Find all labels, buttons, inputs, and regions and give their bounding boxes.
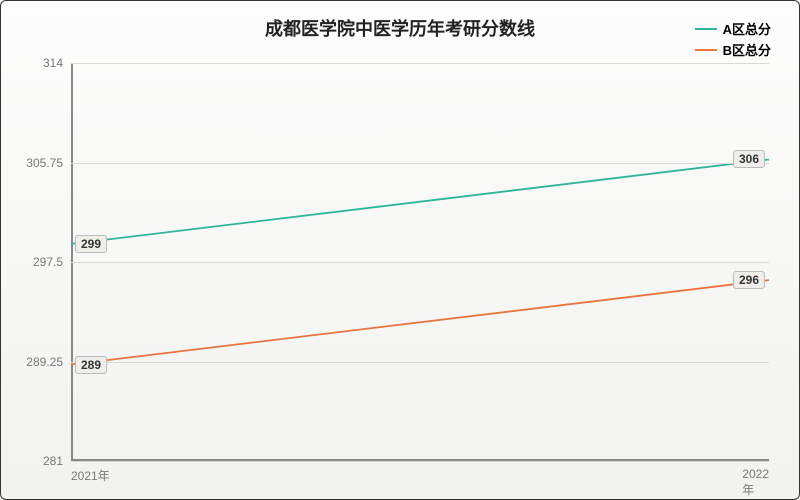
point-label: 289	[75, 356, 107, 374]
legend-item-a: A区总分	[695, 19, 771, 38]
y-tick-label: 305.75	[26, 156, 63, 170]
grid-line	[71, 262, 769, 263]
series-line	[71, 280, 769, 364]
legend-item-b: B区总分	[695, 40, 771, 59]
legend-swatch-a	[695, 28, 717, 30]
grid-line	[71, 63, 769, 64]
point-label: 299	[75, 235, 107, 253]
y-tick-label: 289.25	[26, 355, 63, 369]
point-label: 306	[733, 150, 765, 168]
chart-title: 成都医学院中医学历年考研分数线	[1, 15, 799, 41]
x-tick-label: 2022年	[742, 467, 769, 498]
grid-line	[71, 163, 769, 164]
plot-area: 281289.25297.5305.753142021年2022年2993062…	[71, 63, 769, 461]
point-label: 296	[733, 271, 765, 289]
legend-label-b: B区总分	[723, 40, 771, 59]
grid-line	[71, 461, 769, 462]
y-tick-label: 297.5	[33, 255, 63, 269]
legend-label-a: A区总分	[723, 19, 771, 38]
grid-line	[71, 362, 769, 363]
chart-container: 成都医学院中医学历年考研分数线 A区总分 B区总分 281 289.25 297.5…	[0, 0, 800, 500]
series-line	[71, 159, 769, 243]
legend: A区总分 B区总分	[695, 19, 771, 61]
y-tick-label: 314	[43, 56, 63, 70]
legend-swatch-b	[695, 49, 717, 51]
y-tick-label: 281	[43, 454, 63, 468]
x-tick-label: 2021年	[71, 467, 110, 484]
